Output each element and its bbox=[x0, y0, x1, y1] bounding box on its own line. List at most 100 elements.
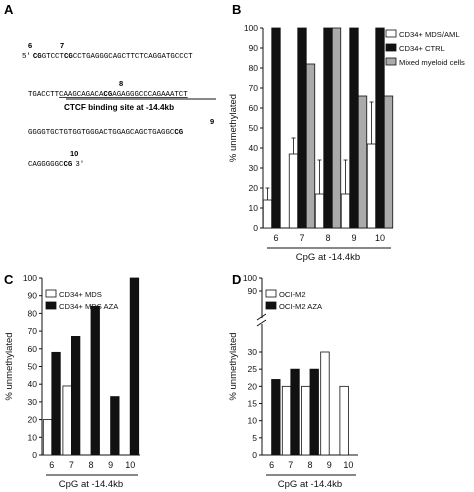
x-tick-label: 10 bbox=[343, 460, 353, 470]
legend-swatch bbox=[45, 289, 57, 298]
ctcf-label: CTCF binding site at -14.4kb bbox=[64, 103, 174, 112]
bar bbox=[271, 27, 281, 229]
bar bbox=[301, 385, 311, 456]
bar bbox=[331, 27, 342, 229]
y-tick-label: 30 bbox=[248, 347, 258, 357]
x-tick-label: 7 bbox=[288, 460, 293, 470]
legend-swatch bbox=[385, 43, 397, 52]
y-tick-label: 90 bbox=[28, 291, 38, 301]
bar bbox=[349, 27, 359, 229]
bar bbox=[51, 351, 61, 456]
y-axis-label: % unmethylated bbox=[228, 94, 239, 162]
sequence-line-3: GGGGTGCTGTGGTGGGACTGGAGCAGCTGAGGCCG bbox=[28, 129, 184, 137]
bar bbox=[309, 368, 319, 456]
y-axis-label: % unmethylated bbox=[228, 332, 239, 400]
seq4-end: 3' bbox=[75, 161, 84, 169]
seq4-cg10: CG bbox=[63, 161, 72, 169]
y-tick-label: 0 bbox=[253, 223, 258, 233]
x-tick-label: 7 bbox=[69, 460, 74, 470]
legend-swatch bbox=[265, 289, 277, 298]
sequence-line-4: CAGGGGGCCG 3' bbox=[28, 161, 84, 169]
y-tick-label: 60 bbox=[249, 103, 259, 113]
cpg-number-7: 7 bbox=[60, 41, 64, 50]
seq2-cg8: CG bbox=[103, 91, 112, 99]
bar bbox=[290, 368, 300, 456]
bar bbox=[262, 199, 273, 229]
y-tick-label: 30 bbox=[28, 397, 38, 407]
y-tick-label: 30 bbox=[249, 163, 259, 173]
seq3-text: GGGGTGCTGTGGTGGGACTGGAGCAGCTGAGGC bbox=[28, 129, 175, 137]
panel-letter-c: C bbox=[4, 272, 14, 287]
bar bbox=[71, 336, 81, 456]
sequence-line-1: 5' CGGTCCTCGCCTGAGGGCAGCTTCTCAGGATGCCCT bbox=[22, 53, 193, 61]
seq2-underlined: CAAGCAGACA bbox=[59, 91, 104, 99]
x-axis-label: CpG at -14.4kb bbox=[59, 479, 123, 490]
x-tick-label: 8 bbox=[88, 460, 93, 470]
bar bbox=[129, 277, 140, 456]
legend-entry: CD34+ CTRL bbox=[399, 44, 445, 53]
y-tick-label: 100 bbox=[244, 23, 258, 33]
x-axis-label: CpG at -14.4kb bbox=[296, 252, 360, 263]
y-tick-label: 5 bbox=[252, 433, 257, 443]
y-tick-label: 0 bbox=[252, 450, 257, 460]
cpg-number-10: 10 bbox=[70, 149, 78, 158]
y-tick-label: 70 bbox=[249, 83, 259, 93]
y-tick-label: 40 bbox=[249, 143, 259, 153]
bar bbox=[357, 95, 368, 229]
x-tick-label: 8 bbox=[307, 460, 312, 470]
legend-swatch bbox=[385, 29, 397, 38]
y-tick-label: 100 bbox=[243, 273, 257, 283]
sequence-block: 6 7 5' CGGTCCTCGCCTGAGGGCAGCTTCTCAGGATGCC… bbox=[22, 41, 216, 169]
y-tick-label: 0 bbox=[32, 450, 37, 460]
seq3-cg9: CG bbox=[174, 129, 183, 137]
seq1-prime: 5' bbox=[22, 53, 31, 61]
panel-letter-d: D bbox=[232, 272, 241, 287]
bar bbox=[297, 27, 307, 229]
x-tick-label: 9 bbox=[108, 460, 113, 470]
bar bbox=[314, 193, 325, 229]
bar bbox=[62, 385, 72, 456]
x-tick-label: 6 bbox=[273, 233, 278, 243]
y-tick-label: 25 bbox=[248, 364, 258, 374]
seq1-cg7: CG bbox=[64, 53, 73, 61]
y-tick-label: 70 bbox=[28, 326, 38, 336]
y-tick-label: 50 bbox=[249, 123, 259, 133]
y-tick-label: 10 bbox=[249, 203, 259, 213]
bar bbox=[288, 153, 299, 229]
bar bbox=[281, 385, 292, 456]
chart-b: 0 10 20 30 40 50 60 70 80 90 100 6 7 8 9 10 CpG at -14.4… bbox=[228, 23, 465, 263]
y-tick-label: 20 bbox=[249, 183, 259, 193]
seq1-rest: CCTGAGGGCAGCTTCTCAGGATGCCCT bbox=[73, 53, 193, 61]
seq4-text: CAGGGGGC bbox=[28, 161, 64, 169]
seq2-underlined2: AGAGGGCCCAGAAATCT bbox=[112, 91, 188, 99]
bar bbox=[305, 63, 316, 229]
y-tick-label: 20 bbox=[28, 415, 38, 425]
legend-entry: CD34+ MDS/AML bbox=[399, 30, 460, 39]
bar bbox=[375, 27, 385, 229]
x-tick-label: 9 bbox=[351, 233, 356, 243]
x-tick-label: 10 bbox=[375, 233, 385, 243]
x-tick-label: 9 bbox=[327, 460, 332, 470]
x-axis-label: CpG at -14.4kb bbox=[278, 479, 342, 490]
legend-entry: CD34+ MDS AZA bbox=[59, 302, 119, 311]
bar bbox=[320, 351, 330, 456]
x-tick-label: 7 bbox=[299, 233, 304, 243]
seq1-cg6: CG bbox=[33, 53, 42, 61]
panel-letter-b: B bbox=[232, 2, 241, 17]
bar bbox=[339, 385, 349, 456]
axis-break-mark bbox=[256, 319, 267, 327]
seq1-mid: GTCCT bbox=[42, 53, 65, 61]
y-tick-label: 10 bbox=[28, 432, 38, 442]
cpg-number-8: 8 bbox=[119, 79, 123, 88]
sequence-line-2: TGACCTTCAAGCAGACACGAGAGGGCCCAGAAATCT bbox=[28, 91, 188, 99]
y-tick-label: 90 bbox=[249, 43, 259, 53]
y-tick-label: 80 bbox=[249, 63, 259, 73]
y-tick-label: 20 bbox=[248, 381, 258, 391]
axis-break-mark bbox=[256, 313, 267, 321]
panel-letter-a: A bbox=[4, 2, 14, 17]
axis-break-gap bbox=[257, 318, 267, 324]
bar bbox=[271, 379, 281, 456]
y-tick-label: 40 bbox=[28, 379, 38, 389]
